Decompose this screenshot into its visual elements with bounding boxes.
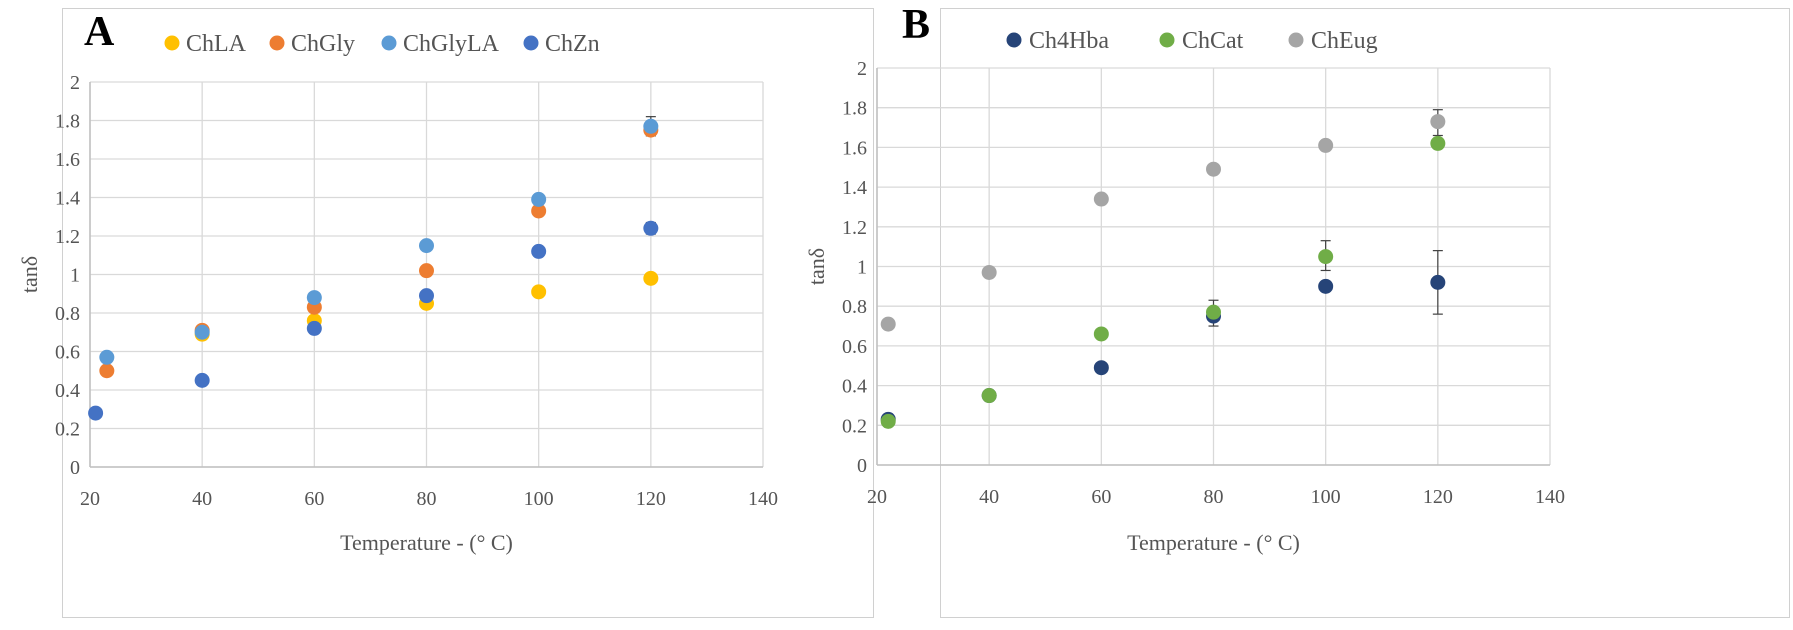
data-point-chcat	[1206, 304, 1221, 320]
y-tick-label: 1.6	[55, 149, 80, 171]
y-tick-label: 1.8	[842, 98, 867, 120]
data-point-chglyla	[99, 349, 115, 365]
data-point-cheug	[1206, 161, 1221, 177]
data-point-cheug	[1430, 114, 1446, 130]
data-point-chzn	[419, 288, 434, 304]
x-tick-label: 120	[1423, 486, 1453, 508]
y-tick-label: 0.6	[842, 336, 867, 358]
chart-frame	[940, 8, 1790, 618]
x-tick-label: 20	[80, 488, 100, 510]
plot-group: 0 0.2 0.4 0.6 0.8 1 1.2 1.4 1.6 1.8 2 20 40 60 80 100 12…	[17, 72, 778, 555]
data-point-chglyla	[531, 191, 547, 207]
data-point-chcat	[1093, 326, 1109, 342]
data-point-chcat	[1430, 135, 1446, 151]
x-tick-label: 20	[867, 486, 887, 508]
x-tick-label: 40	[192, 488, 212, 510]
data-point-ch4hba	[1318, 278, 1334, 294]
y-axis-title: tanδ	[804, 248, 829, 285]
legend-marker-chcat	[1159, 32, 1175, 48]
y-tick-label: 1	[70, 265, 80, 287]
legend-marker-chglyla	[381, 35, 397, 51]
data-point-chzn	[306, 320, 322, 336]
y-tick-label: 1.4	[842, 177, 867, 199]
chart-frame	[62, 8, 874, 618]
x-tick-label: 100	[1311, 486, 1341, 508]
data-point-cheug	[880, 316, 896, 332]
legend-marker-chla	[164, 35, 180, 51]
legend-marker-cheug	[1288, 32, 1304, 48]
y-tick-label: 0.4	[842, 376, 867, 398]
legend-label: ChCat	[1182, 28, 1244, 54]
y-tick-label: 1.2	[55, 226, 80, 248]
y-tick-label: 0.8	[842, 296, 867, 318]
y-tick-label: 0.6	[55, 342, 80, 364]
chart-panel-a: 0 0.2 0.4 0.6 0.8 1 1.2 1.4 1.6 1.8 2 20 40 60 80 100 12…	[0, 0, 880, 630]
data-point-cheug	[1093, 191, 1109, 207]
y-tick-label: 1	[857, 257, 867, 279]
data-point-chla	[643, 270, 659, 286]
data-point-chgly	[419, 263, 434, 279]
y-tick-label: 2	[857, 58, 867, 80]
legend-marker-chzn	[523, 35, 539, 51]
y-tick-label: 0.4	[55, 380, 80, 402]
legend-label: ChGlyLA	[403, 31, 500, 57]
scatter-chart-a: 0 0.2 0.4 0.6 0.8 1 1.2 1.4 1.6 1.8 2 20 40 60 80 100 12…	[17, 9, 778, 555]
legend-label: ChGly	[291, 31, 355, 57]
data-point-ch4hba	[1093, 360, 1109, 376]
y-tick-label: 0.8	[55, 303, 80, 325]
legend-label: ChLA	[186, 31, 247, 57]
y-axis-title: tanδ	[17, 256, 42, 293]
legend-marker-ch4hba	[1006, 32, 1022, 48]
legend-label: ChZn	[545, 31, 600, 57]
x-tick-label: 60	[304, 488, 324, 510]
x-tick-label: 80	[417, 488, 437, 510]
x-tick-label: 140	[1535, 486, 1565, 508]
y-tick-label: 1.6	[842, 137, 867, 159]
y-tick-label: 2	[70, 72, 80, 94]
data-point-cheug	[1318, 137, 1334, 153]
data-point-chgly	[531, 203, 547, 219]
data-point-ch4hba	[1430, 274, 1446, 290]
y-tick-label: 1.2	[842, 217, 867, 239]
legend-label: ChEug	[1311, 28, 1378, 54]
x-axis-title: Temperature - (° C)	[340, 530, 513, 555]
data-point-chzn	[194, 372, 210, 388]
plot-group: 0 0.2 0.4 0.6 0.8 1 1.2 1.4 1.6 1.8 2 20 40 60 80 100 12…	[804, 58, 1565, 555]
x-tick-label: 60	[1091, 486, 1111, 508]
y-tick-label: 1.4	[55, 188, 80, 210]
x-tick-label: 140	[748, 488, 778, 510]
data-point-chgly	[99, 363, 115, 379]
y-tick-label: 0.2	[55, 419, 80, 441]
y-tick-label: 1.8	[55, 111, 80, 133]
data-point-chzn	[531, 243, 547, 259]
data-point-chcat	[880, 413, 896, 429]
data-point-cheug	[981, 264, 997, 280]
data-point-chglyla	[306, 290, 322, 306]
data-point-chzn	[88, 405, 104, 421]
data-point-chla	[531, 284, 547, 300]
y-tick-label: 0	[70, 457, 80, 479]
data-point-chglyla	[419, 238, 434, 254]
x-tick-label: 100	[524, 488, 554, 510]
y-tick-label: 0.2	[842, 415, 867, 437]
data-point-chcat	[981, 388, 997, 404]
x-tick-label: 80	[1204, 486, 1224, 508]
data-point-chglyla	[643, 118, 659, 134]
legend-marker-chgly	[269, 35, 285, 51]
panel-label: A	[84, 9, 115, 55]
chart-panel-b: 0 0.2 0.4 0.6 0.8 1 1.2 1.4 1.6 1.8 2 20 40 60 80 100 12…	[804, 0, 1793, 630]
data-point-chglyla	[194, 324, 210, 340]
x-tick-label: 120	[636, 488, 666, 510]
x-tick-label: 40	[979, 486, 999, 508]
legend-label: Ch4Hba	[1029, 28, 1109, 54]
data-point-chcat	[1318, 249, 1334, 265]
x-axis-title: Temperature - (° C)	[1127, 530, 1300, 555]
scatter-chart-b: 0 0.2 0.4 0.6 0.8 1 1.2 1.4 1.6 1.8 2 20 40 60 80 100 12…	[804, 2, 1565, 555]
data-point-chzn	[643, 220, 659, 236]
y-tick-label: 0	[857, 455, 867, 477]
panel-label: B	[902, 2, 930, 48]
